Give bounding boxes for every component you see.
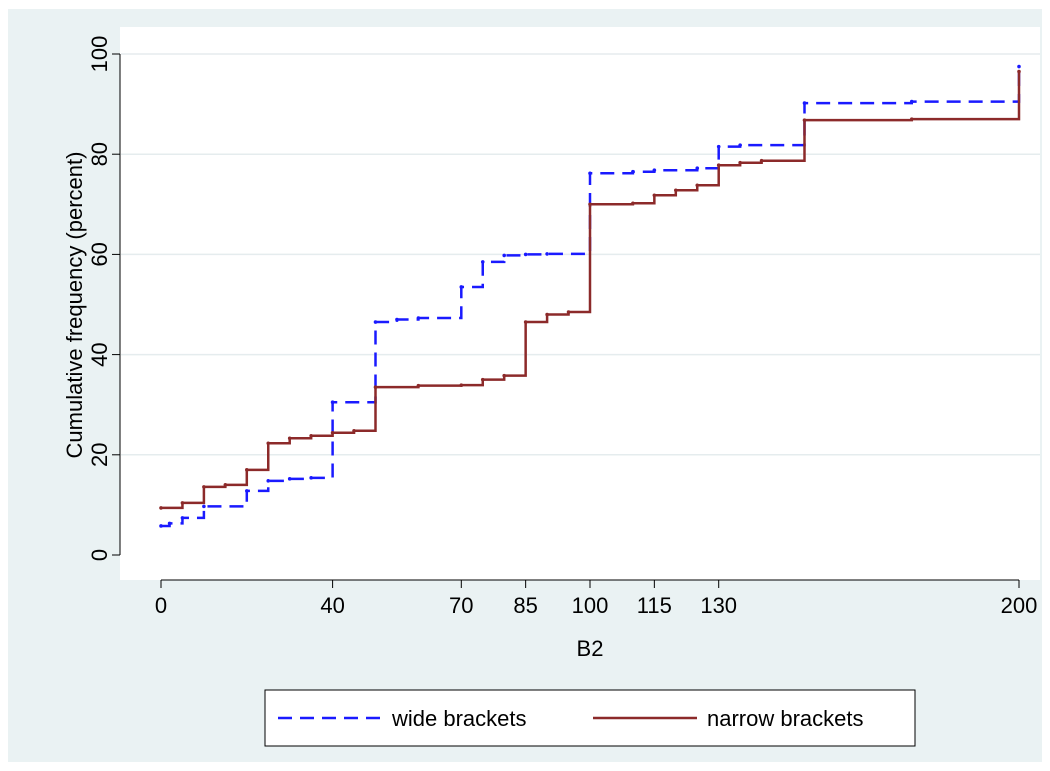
data-point <box>287 477 292 481</box>
x-axis-label: B2 <box>577 636 604 661</box>
data-point <box>416 383 421 388</box>
data-point <box>352 428 356 433</box>
data-point <box>502 373 507 378</box>
data-point <box>566 310 571 314</box>
data-point <box>652 168 657 173</box>
series-layer <box>159 64 1021 528</box>
data-point <box>695 166 700 171</box>
data-point <box>523 320 528 324</box>
data-point <box>245 489 249 493</box>
x-tick-label: 100 <box>572 593 609 618</box>
data-point <box>480 377 485 382</box>
y-axis: 0 20 40 60 80 100 <box>87 36 121 561</box>
x-tick-label: 70 <box>449 593 473 618</box>
data-point <box>459 383 464 387</box>
data-point <box>545 252 549 256</box>
y-tick-label: 100 <box>87 36 112 73</box>
x-tick-label: 40 <box>320 593 344 618</box>
data-point <box>459 285 464 289</box>
data-point <box>502 253 507 258</box>
legend-label-narrow-brackets: narrow brackets <box>707 706 864 731</box>
data-point <box>167 521 172 526</box>
data-point <box>759 158 764 163</box>
data-point <box>245 468 249 472</box>
y-tick-label: 80 <box>87 142 112 166</box>
data-point <box>802 118 807 122</box>
data-point <box>716 144 721 149</box>
data-point <box>480 260 485 264</box>
x-tick-label: 200 <box>1001 593 1038 618</box>
x-tick-label: 115 <box>637 593 672 618</box>
data-point <box>695 183 700 188</box>
data-point <box>180 501 185 505</box>
data-point <box>202 504 206 509</box>
legend: wide brackets narrow brackets <box>264 689 916 747</box>
data-point <box>1017 69 1021 74</box>
data-point <box>631 169 635 174</box>
plot-area <box>120 27 1040 580</box>
y-tick-label: 0 <box>87 549 112 561</box>
data-point <box>1017 64 1021 69</box>
x-tick-label: 85 <box>513 593 537 618</box>
x-axis: 0 40 70 85 100 115 130 200 <box>155 579 1038 618</box>
data-point <box>330 430 335 435</box>
data-point <box>309 433 313 438</box>
series-line-wide-brackets <box>161 66 1021 528</box>
data-point <box>202 485 206 489</box>
data-point <box>802 101 807 105</box>
y-axis-label: Cumulative frequency (percent) <box>62 152 87 459</box>
data-point <box>523 252 528 257</box>
data-point <box>395 317 399 322</box>
data-point <box>716 163 721 168</box>
data-point <box>909 117 914 121</box>
data-point <box>909 99 914 104</box>
data-point <box>330 400 335 404</box>
data-point <box>159 506 163 510</box>
data-point <box>287 436 292 441</box>
data-point <box>309 476 313 480</box>
legend-label-wide-brackets: wide brackets <box>391 706 527 731</box>
data-point <box>266 441 271 446</box>
x-tick-label: 0 <box>155 593 167 618</box>
data-point <box>588 202 592 207</box>
y-tick-label: 60 <box>87 242 112 266</box>
x-tick-label: 130 <box>700 593 737 618</box>
data-point <box>652 193 657 198</box>
data-point <box>373 385 378 389</box>
data-point <box>674 188 678 193</box>
data-point <box>738 143 742 147</box>
y-tick-label: 40 <box>87 342 112 366</box>
data-point <box>416 316 421 320</box>
data-point <box>738 160 742 165</box>
data-point <box>180 516 185 520</box>
data-point <box>266 479 271 483</box>
y-tick-label: 20 <box>87 443 112 467</box>
data-point <box>588 171 592 176</box>
data-point <box>545 312 549 317</box>
data-point <box>223 483 228 487</box>
data-point <box>373 320 378 324</box>
data-point <box>631 201 635 206</box>
data-point <box>159 524 163 528</box>
